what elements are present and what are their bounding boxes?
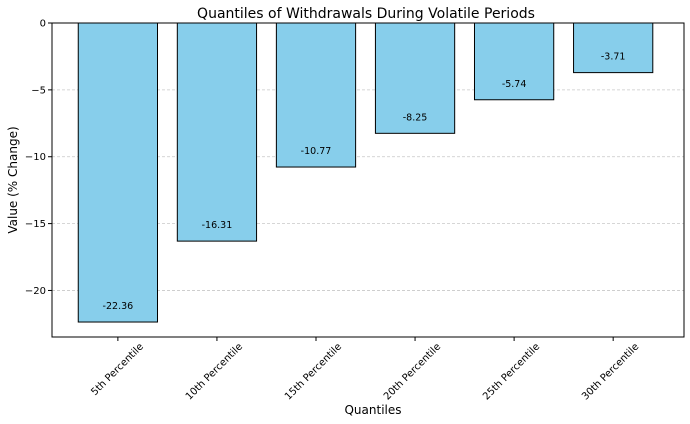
y-tick-label: −10 — [25, 152, 46, 163]
bar — [374, 22, 456, 134]
y-tick-label: −15 — [25, 219, 46, 230]
y-tick-label: −5 — [31, 85, 46, 96]
bar-value-label: -8.25 — [403, 112, 428, 123]
bar-value-label: -16.31 — [202, 220, 233, 231]
bar — [275, 22, 357, 168]
x-tick-label: 25th Percentile — [481, 341, 542, 402]
y-tick-label: −20 — [25, 286, 46, 297]
y-tick-label: 0 — [40, 19, 46, 30]
bar — [176, 22, 258, 242]
bar — [573, 22, 654, 74]
x-tick-label: 5th Percentile — [89, 341, 146, 398]
x-tick-label: 30th Percentile — [580, 341, 641, 402]
bars: -22.36 -16.31 -10.77 -8.25 -5.74 -3.71 — [77, 22, 654, 323]
plot-frame — [51, 22, 685, 338]
x-tick-label: 15th Percentile — [283, 341, 344, 402]
bar — [77, 22, 158, 323]
chart-title: Quantiles of Withdrawals During Volatile… — [197, 6, 535, 22]
y-axis-ticks: 0 −5 −10 −15 −20 — [25, 19, 52, 297]
x-tick-label: 20th Percentile — [382, 341, 443, 402]
bar-value-label: -3.71 — [601, 52, 626, 63]
bar-value-label: -10.77 — [301, 146, 332, 157]
x-axis-ticks: 5th Percentile 10th Percentile 15th Percen… — [89, 337, 641, 403]
y-axis-label: Value (% Change) — [6, 126, 20, 233]
bar-value-label: -5.74 — [502, 79, 527, 90]
x-tick-label: 10th Percentile — [184, 341, 245, 402]
x-axis-label: Quantiles — [344, 403, 401, 417]
bar-value-label: -22.36 — [103, 301, 134, 312]
